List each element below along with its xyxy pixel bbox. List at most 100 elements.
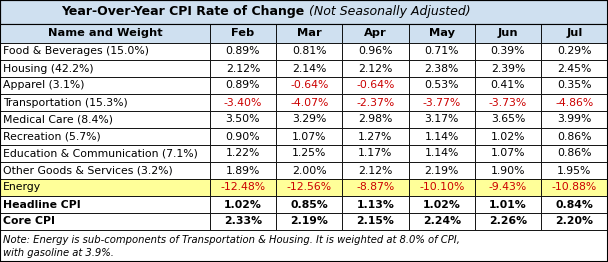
Bar (541, 111, 607, 128)
Bar (475, 145, 541, 162)
Text: 0.86%: 0.86% (557, 149, 592, 159)
Bar (409, 111, 475, 128)
Text: 3.99%: 3.99% (557, 114, 592, 124)
Text: -12.48%: -12.48% (220, 183, 266, 193)
Text: 0.86%: 0.86% (557, 132, 592, 141)
Text: (Not Seasonally Adjusted): (Not Seasonally Adjusted) (305, 6, 471, 19)
Text: Jul: Jul (566, 29, 582, 39)
Text: 3.50%: 3.50% (226, 114, 260, 124)
Text: 2.24%: 2.24% (423, 216, 461, 227)
Bar (0, 77, 210, 94)
Bar (409, 128, 475, 145)
Text: 0.41%: 0.41% (491, 80, 525, 90)
Bar (342, 162, 409, 179)
Bar (0, 145, 210, 162)
Text: -10.88%: -10.88% (551, 183, 597, 193)
Text: 3.65%: 3.65% (491, 114, 525, 124)
Text: Headline CPI: Headline CPI (3, 199, 81, 210)
Text: 2.98%: 2.98% (358, 114, 393, 124)
Bar (210, 43, 276, 60)
Text: 2.19%: 2.19% (424, 166, 459, 176)
Bar (276, 213, 342, 230)
Bar (541, 43, 607, 60)
Bar (0, 60, 210, 77)
Bar (0, 128, 210, 145)
Bar (475, 94, 541, 111)
Bar (210, 196, 276, 213)
Text: Recreation (5.7%): Recreation (5.7%) (3, 132, 101, 141)
Bar (210, 111, 276, 128)
Bar (475, 128, 541, 145)
Bar (541, 77, 607, 94)
Text: 2.45%: 2.45% (557, 63, 592, 74)
Text: 1.07%: 1.07% (292, 132, 326, 141)
Bar (475, 213, 541, 230)
Bar (0, 213, 210, 230)
Text: Food & Beverages (15.0%): Food & Beverages (15.0%) (3, 46, 149, 57)
Text: 0.89%: 0.89% (226, 46, 260, 57)
Bar (541, 24, 607, 43)
Text: 0.35%: 0.35% (557, 80, 592, 90)
Bar (0, 162, 210, 179)
Bar (342, 179, 409, 196)
Bar (541, 196, 607, 213)
Bar (276, 77, 342, 94)
Text: -3.40%: -3.40% (224, 97, 262, 107)
Bar (0, 196, 210, 213)
Bar (0, 43, 210, 60)
Text: -4.86%: -4.86% (555, 97, 593, 107)
Bar (342, 196, 409, 213)
Text: 2.12%: 2.12% (226, 63, 260, 74)
Bar (342, 111, 409, 128)
Text: with gasoline at 3.9%.: with gasoline at 3.9%. (3, 248, 114, 258)
Bar (541, 162, 607, 179)
Text: Jun: Jun (498, 29, 518, 39)
Text: -9.43%: -9.43% (489, 183, 527, 193)
Bar (210, 77, 276, 94)
Text: 0.53%: 0.53% (424, 80, 459, 90)
Bar (210, 128, 276, 145)
Bar (210, 145, 276, 162)
Bar (475, 162, 541, 179)
Text: 1.14%: 1.14% (424, 132, 459, 141)
Text: -2.37%: -2.37% (356, 97, 395, 107)
Text: 1.17%: 1.17% (358, 149, 393, 159)
Text: -10.10%: -10.10% (419, 183, 465, 193)
Text: 1.02%: 1.02% (224, 199, 262, 210)
Bar (276, 179, 342, 196)
Text: -8.87%: -8.87% (356, 183, 395, 193)
Text: 1.90%: 1.90% (491, 166, 525, 176)
Text: 2.20%: 2.20% (555, 216, 593, 227)
Text: 0.90%: 0.90% (226, 132, 260, 141)
Bar (409, 162, 475, 179)
Bar (276, 145, 342, 162)
Bar (342, 145, 409, 162)
Bar (541, 128, 607, 145)
Text: 0.71%: 0.71% (424, 46, 459, 57)
Bar (276, 24, 342, 43)
Text: Name and Weight: Name and Weight (47, 29, 162, 39)
Text: Transportation (15.3%): Transportation (15.3%) (3, 97, 128, 107)
Text: 2.26%: 2.26% (489, 216, 527, 227)
Text: Medical Care (8.4%): Medical Care (8.4%) (3, 114, 113, 124)
Text: 2.33%: 2.33% (224, 216, 262, 227)
Bar (475, 111, 541, 128)
Text: 1.01%: 1.01% (489, 199, 527, 210)
Text: 1.14%: 1.14% (424, 149, 459, 159)
Text: 2.12%: 2.12% (358, 63, 393, 74)
Bar (541, 179, 607, 196)
Bar (541, 213, 607, 230)
Bar (409, 24, 475, 43)
Bar (409, 60, 475, 77)
Bar (409, 196, 475, 213)
Bar (210, 24, 276, 43)
Text: 1.27%: 1.27% (358, 132, 393, 141)
Bar (210, 94, 276, 111)
Bar (541, 60, 607, 77)
Bar (342, 77, 409, 94)
Text: Feb: Feb (231, 29, 255, 39)
Text: -3.77%: -3.77% (423, 97, 461, 107)
Text: 3.17%: 3.17% (424, 114, 459, 124)
Bar (475, 60, 541, 77)
Bar (276, 43, 342, 60)
